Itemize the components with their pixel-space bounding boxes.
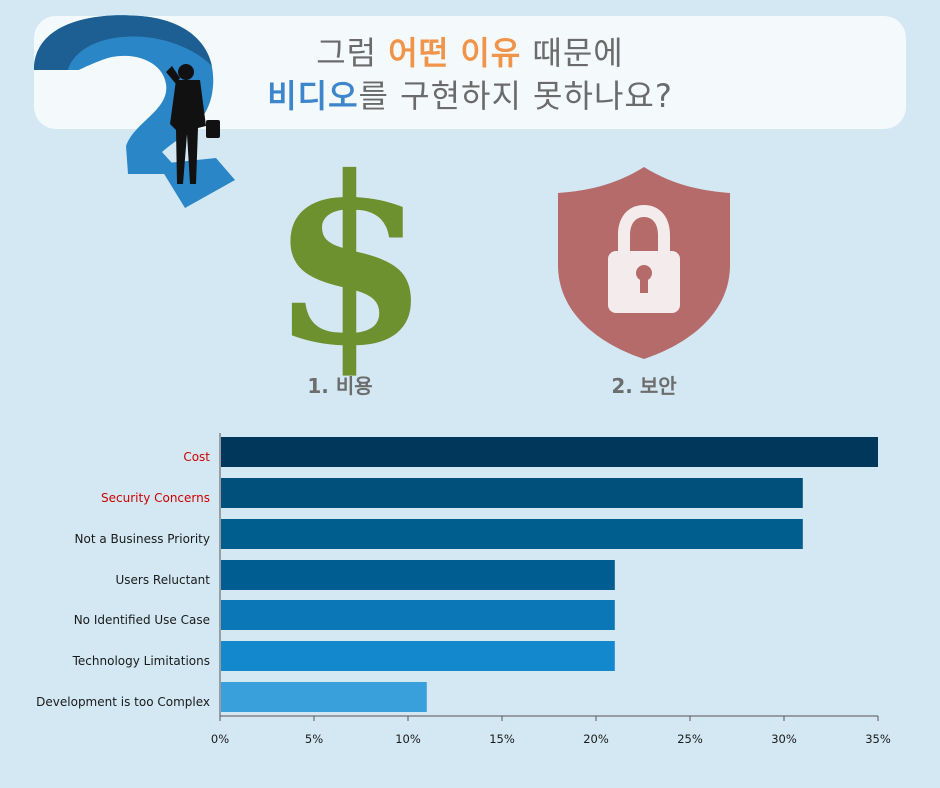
businessman-icon bbox=[166, 64, 220, 184]
title-line-1: 그럼 어떤 이유 때문에 bbox=[316, 34, 624, 72]
category-label: Technology Limitations bbox=[72, 654, 210, 668]
x-tick-label: 15% bbox=[489, 732, 515, 746]
bar-technology-limitations bbox=[221, 641, 615, 671]
category-label: Not a Business Priority bbox=[74, 532, 210, 546]
category-label: Cost bbox=[183, 450, 210, 464]
x-tick-label: 10% bbox=[395, 732, 421, 746]
bar-not-a-business-priority bbox=[221, 519, 803, 549]
security-label: 2. 보안 bbox=[611, 374, 677, 398]
lock-shield-icon bbox=[558, 167, 730, 359]
bar-security-concerns bbox=[221, 478, 803, 508]
x-tick-label: 30% bbox=[771, 732, 797, 746]
title-highlight-which: 어떤 bbox=[388, 34, 450, 72]
bar-users-reluctant bbox=[221, 560, 615, 590]
cost-label: 1. 비용 bbox=[307, 374, 373, 398]
x-tick-label: 20% bbox=[583, 732, 609, 746]
question-mark-icon bbox=[34, 15, 235, 208]
x-tick-label: 35% bbox=[865, 732, 891, 746]
dollar-icon: $ bbox=[270, 127, 431, 397]
x-tick-label: 5% bbox=[304, 732, 324, 746]
category-label: No Identified Use Case bbox=[73, 613, 210, 627]
category-label: Users Reluctant bbox=[115, 573, 210, 587]
bar-development-is-too-complex bbox=[221, 682, 427, 712]
title-line-2: 비디오를 구현하지 못하나요? bbox=[267, 77, 673, 115]
title-highlight-video: 비디오 bbox=[267, 77, 359, 115]
x-tick-label: 25% bbox=[677, 732, 703, 746]
x-tick-label: 0% bbox=[210, 732, 230, 746]
title-highlight-reason: 이유 bbox=[460, 34, 522, 72]
bar-cost bbox=[221, 437, 878, 467]
category-label: Development is too Complex bbox=[36, 695, 210, 709]
bar-no-identified-use-case bbox=[221, 600, 615, 630]
category-label: Security Concerns bbox=[101, 491, 210, 505]
